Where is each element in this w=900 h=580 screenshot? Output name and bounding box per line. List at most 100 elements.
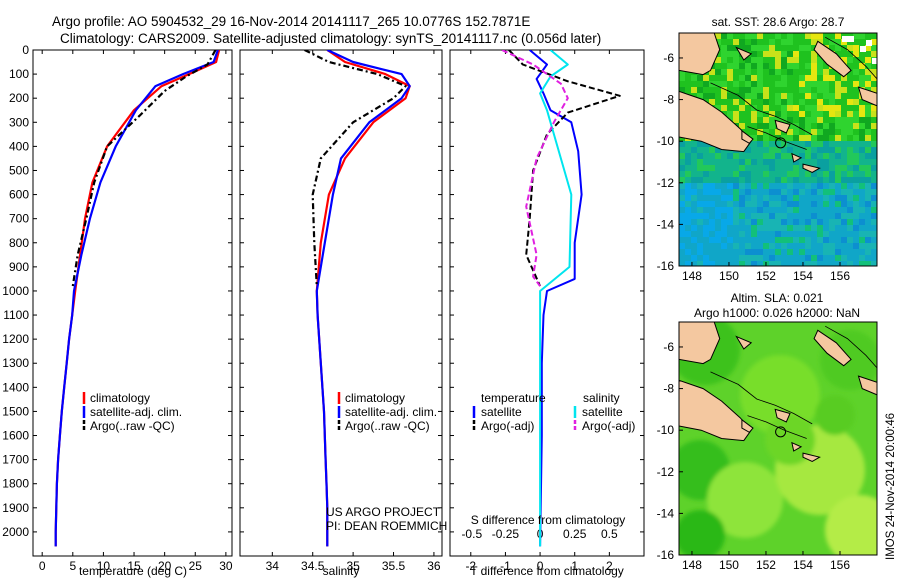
sst-cell [799,195,805,201]
sst-cell [787,147,793,153]
sst-cell [799,243,805,249]
sst-cell [703,243,709,249]
sst-cell [745,69,751,75]
sst-cell [811,189,817,195]
sst-cell [727,33,733,39]
sst-cell [811,243,817,249]
sst-cell [691,147,697,153]
sst-cell [775,99,781,105]
sst-cell [811,237,817,243]
sst-cell [799,87,805,93]
sst-cell [727,87,733,93]
sst-cell [715,39,721,45]
sst-cell [817,99,823,105]
sst-cell [793,57,799,63]
sst-cell [781,249,787,255]
sst-cell [721,69,727,75]
sst-cell [751,243,757,249]
sst-cell [847,117,853,123]
sst-cell [865,183,871,189]
sst-cell [721,249,727,255]
sst-cell [823,111,829,117]
sst-cell [781,33,787,39]
sst-cell [781,105,787,111]
sst-cell [817,195,823,201]
sst-cell [685,81,691,87]
sst-cell [775,177,781,183]
sst-cell [853,99,859,105]
sst-cell [793,135,799,141]
sst-cell [697,141,703,147]
sst-cell [769,165,775,171]
depth-tick-label: 1300 [2,356,29,370]
sst-cell [817,141,823,147]
sst-cell [787,159,793,165]
sst-cell [679,219,685,225]
sst-cell [817,255,823,261]
sst-cell [745,213,751,219]
sst-cell [709,153,715,159]
no-data-cell [872,58,877,64]
sst-cell [709,165,715,171]
top-tick-label: -0.5 [461,527,482,541]
sst-cell [769,33,775,39]
land-polygon [791,152,803,163]
sst-cell [781,165,787,171]
sst-cell [691,249,697,255]
difference-x-axis: -2 -1 0 1 2-0.5 -0.25 0 0.25 0.5 [461,50,618,573]
sst-cell [745,231,751,237]
sst-cell [709,99,715,105]
no-data-cell [860,46,866,52]
sst-cell [775,171,781,177]
land-polygon [735,46,753,61]
lat-tick-label: -16 [657,259,675,273]
sst-cell [739,195,745,201]
sst-cell [811,117,817,123]
sst-cell [847,231,853,237]
sst-cell [721,183,727,189]
sst-cell [865,189,871,195]
sst-cell [859,99,865,105]
sst-cell [811,213,817,219]
sst-cell [793,183,799,189]
sst-cell [679,237,685,243]
sst-cell [757,51,763,57]
sst-cell [787,105,793,111]
sst-cell [721,81,727,87]
sst-cell [721,243,727,249]
sst-cell [835,135,841,141]
sst-cell [745,99,751,105]
sst-cell [721,225,727,231]
sst-cell [751,177,757,183]
sst-cell [775,201,781,207]
sst-cell [757,231,763,237]
sst-cell [769,171,775,177]
sst-cell [823,87,829,93]
sst-cell [721,99,727,105]
sst-cell [691,261,697,266]
series-line-2-2 [539,50,573,547]
sst-cell [721,207,727,213]
sst-cell [751,129,757,135]
sst-cell [829,237,835,243]
sst-map-axes: 148 150 152 154 156 -6 -8 -10 -12 -14 -16 [657,51,851,283]
sst-cell [691,81,697,87]
sst-cell [691,87,697,93]
sst-cell [847,159,853,165]
sst-cell [769,69,775,75]
sst-cell [781,255,787,261]
x-tick-label: 15 [127,559,141,573]
sst-cell [805,45,811,51]
sla-blob [740,355,820,435]
sst-cell [811,57,817,63]
sst-cell [871,201,877,207]
sst-cell [781,69,787,75]
sst-cell [769,117,775,123]
sst-cell [811,123,817,129]
sst-cell [841,93,847,99]
sst-cell [853,111,859,117]
sst-cell [745,147,751,153]
sst-cell [697,255,703,261]
sst-cell [859,39,865,45]
depth-tick-label: 1700 [2,453,29,467]
